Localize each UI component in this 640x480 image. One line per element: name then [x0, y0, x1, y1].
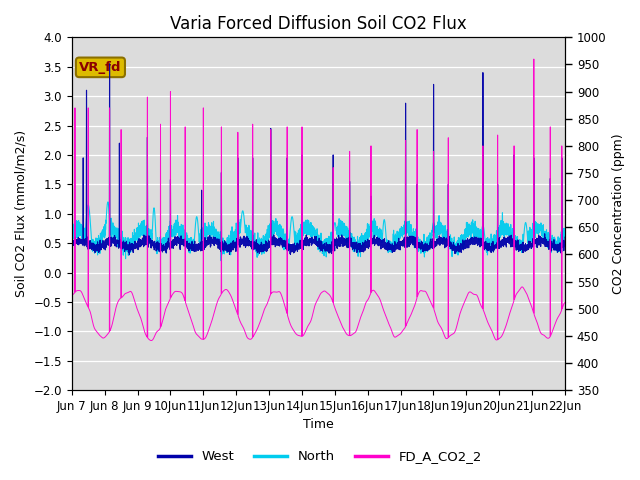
Legend: West, North, FD_A_CO2_2: West, North, FD_A_CO2_2	[153, 445, 487, 468]
Y-axis label: Soil CO2 Flux (mmol/m2/s): Soil CO2 Flux (mmol/m2/s)	[15, 130, 28, 297]
Title: Varia Forced Diffusion Soil CO2 Flux: Varia Forced Diffusion Soil CO2 Flux	[170, 15, 467, 33]
X-axis label: Time: Time	[303, 419, 334, 432]
Y-axis label: CO2 Concentration (ppm): CO2 Concentration (ppm)	[612, 133, 625, 294]
Text: VR_fd: VR_fd	[79, 61, 122, 74]
